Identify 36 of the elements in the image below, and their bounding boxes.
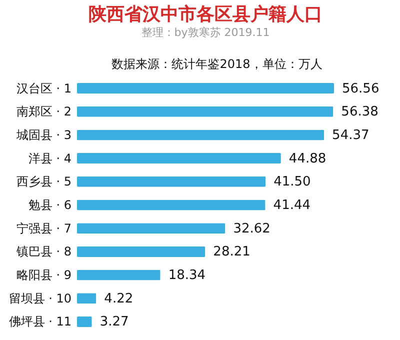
bar <box>77 246 206 257</box>
chart-title: 陕西省汉中市各区县户籍人口 <box>88 4 322 25</box>
y-tick-label: 南郑区 · 2 <box>16 104 72 119</box>
bar <box>77 130 324 140</box>
data-label: 4.22 <box>104 291 134 306</box>
bar <box>77 270 160 280</box>
data-label: 41.50 <box>274 174 311 190</box>
y-tick-label: 略阳县 · 9 <box>16 268 72 282</box>
y-tick-label: 西乡县 · 5 <box>16 174 72 189</box>
source-note: 数据来源：统计年鉴2018，单位：万人 <box>112 57 322 71</box>
bar <box>77 223 226 234</box>
data-label: 56.56 <box>342 81 380 96</box>
y-tick-label: 汉台区 · 1 <box>16 81 72 96</box>
y-tick-label: 镇巴县 · 8 <box>15 244 72 259</box>
data-label: 44.88 <box>288 151 326 166</box>
chart-subtitle: 整理：by敦寒苏 2019.11 <box>141 26 270 39</box>
y-tick-label: 城固县 · 3 <box>15 128 72 142</box>
bar <box>77 83 334 94</box>
data-label: 41.44 <box>273 198 311 213</box>
y-tick-label: 勉县 · 6 <box>28 198 72 212</box>
bar <box>77 293 96 304</box>
bar <box>77 153 281 164</box>
data-label: 18.34 <box>168 268 206 284</box>
data-label: 54.37 <box>332 128 370 143</box>
bar <box>77 316 92 327</box>
data-label: 56.38 <box>341 104 378 120</box>
y-tick-label: 留坝县 · 10 <box>8 291 72 306</box>
data-label: 28.21 <box>213 244 250 260</box>
bar <box>77 176 266 187</box>
bar <box>77 200 266 210</box>
y-tick-label: 佛坪县 · 11 <box>8 314 72 329</box>
y-tick-label: 洋县 · 4 <box>28 151 72 166</box>
bar <box>77 106 334 117</box>
data-label: 3.27 <box>100 314 129 330</box>
y-tick-label: 宁强县 · 7 <box>16 221 72 236</box>
data-label: 32.62 <box>233 221 270 236</box>
